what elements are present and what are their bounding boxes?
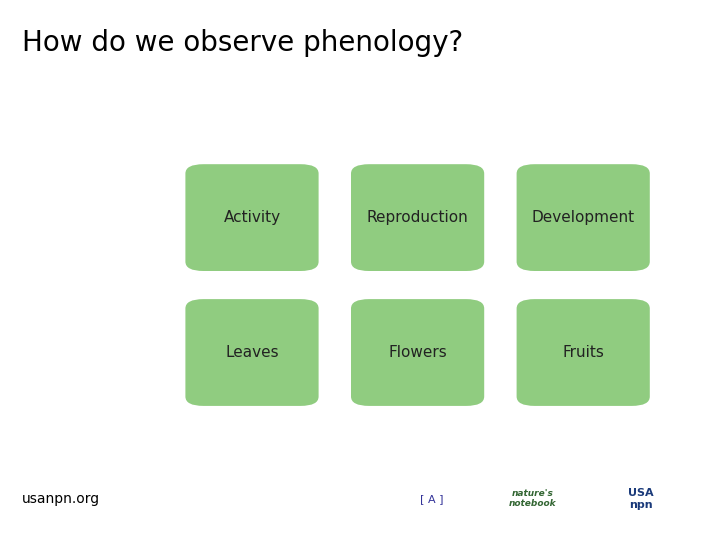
Text: Observable life cycle events or PHENOPHASES: Observable life cycle events or PHENOPHA… (150, 111, 570, 129)
FancyBboxPatch shape (351, 299, 484, 406)
FancyBboxPatch shape (185, 299, 318, 406)
FancyBboxPatch shape (517, 299, 650, 406)
Text: Development: Development (531, 210, 635, 225)
Text: Flowers: Flowers (388, 345, 447, 360)
Text: [ A ]: [ A ] (420, 494, 444, 504)
FancyBboxPatch shape (351, 164, 484, 271)
Text: USA
npn: USA npn (628, 488, 654, 510)
Text: ANIMAL: ANIMAL (43, 208, 122, 227)
FancyBboxPatch shape (185, 164, 318, 271)
Text: PLANT: PLANT (50, 343, 116, 361)
Text: Leaves: Leaves (225, 345, 279, 360)
Text: nature's
notebook: nature's notebook (509, 489, 557, 509)
Text: How do we observe phenology?: How do we observe phenology? (22, 29, 463, 57)
Text: Activity: Activity (223, 210, 281, 225)
FancyBboxPatch shape (517, 164, 650, 271)
Text: usanpn.org: usanpn.org (22, 492, 100, 506)
Text: Reproduction: Reproduction (366, 210, 469, 225)
Text: Fruits: Fruits (562, 345, 604, 360)
